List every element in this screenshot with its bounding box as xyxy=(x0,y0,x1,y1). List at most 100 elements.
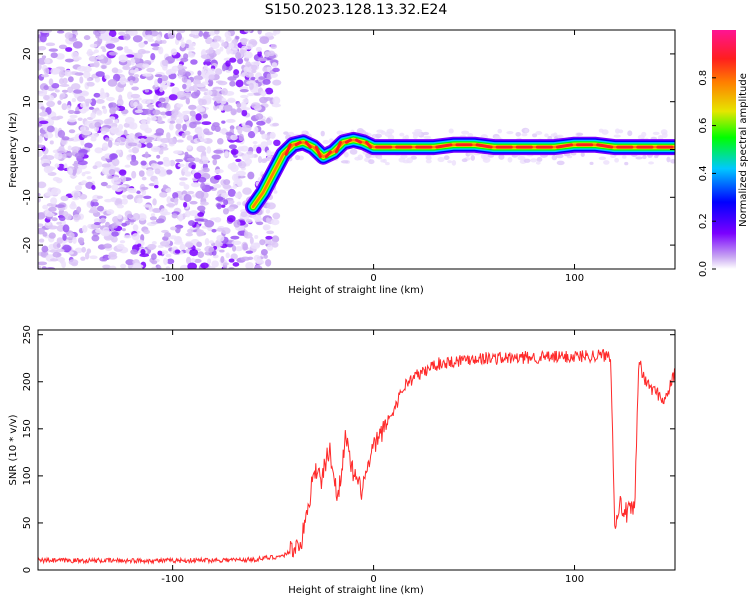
noise-blob xyxy=(85,101,90,107)
noise-blob xyxy=(236,102,242,108)
noise-blob xyxy=(94,121,102,128)
noise-blob xyxy=(230,253,238,260)
noise-blob xyxy=(143,229,150,235)
noise-blob xyxy=(179,177,188,181)
noise-blob xyxy=(226,199,235,205)
noise-blob xyxy=(624,161,629,166)
noise-blob xyxy=(88,209,98,214)
noise-blob xyxy=(260,141,269,148)
noise-blob xyxy=(425,159,432,164)
noise-blob xyxy=(190,258,196,262)
colorbar-tick-label: 0.4 xyxy=(698,165,709,181)
noise-blob xyxy=(301,130,307,134)
noise-blob xyxy=(93,49,99,54)
y-tick-label: 100 xyxy=(22,466,33,485)
noise-blob xyxy=(106,96,115,102)
noise-blob xyxy=(65,47,73,52)
noise-blob xyxy=(116,98,124,107)
noise-blob xyxy=(198,30,204,37)
noise-blob xyxy=(257,57,268,62)
noise-blob xyxy=(44,212,55,217)
noise-blob xyxy=(251,69,257,74)
noise-blob xyxy=(255,113,264,120)
noise-blob xyxy=(197,70,202,76)
noise-blob xyxy=(138,170,145,177)
noise-blob xyxy=(77,160,88,166)
noise-blob xyxy=(119,76,127,85)
noise-blob xyxy=(652,131,660,135)
noise-blob xyxy=(78,193,88,200)
y-tick-label: 50 xyxy=(22,517,33,530)
noise-blob xyxy=(173,241,184,245)
noise-blob xyxy=(82,90,87,94)
noise-blob xyxy=(106,209,115,215)
noise-blob xyxy=(635,156,643,160)
snr-ylabel: SNR (10 * v/v) xyxy=(8,414,19,485)
noise-blob xyxy=(193,157,200,163)
noise-blob xyxy=(470,154,475,161)
noise-blob xyxy=(220,204,226,208)
noise-blob xyxy=(113,141,121,146)
noise-blob xyxy=(131,233,140,241)
noise-blob xyxy=(622,155,627,159)
noise-blob xyxy=(116,243,125,250)
noise-blob xyxy=(235,52,242,60)
noise-blob xyxy=(101,65,107,69)
noise-blob xyxy=(480,153,486,160)
noise-blob xyxy=(259,96,268,104)
x-tick-label: 0 xyxy=(370,273,376,284)
noise-blob xyxy=(260,90,267,97)
noise-blob xyxy=(226,206,235,212)
noise-blob xyxy=(111,177,122,185)
noise-blob xyxy=(214,68,223,75)
noise-blob xyxy=(109,107,116,115)
noise-blob xyxy=(223,179,231,185)
noise-blob xyxy=(90,112,96,119)
noise-blob xyxy=(79,76,84,84)
noise-blob xyxy=(248,82,254,90)
noise-blob xyxy=(54,163,60,168)
noise-blob xyxy=(205,37,213,45)
noise-blob xyxy=(157,115,163,123)
noise-blob xyxy=(108,102,117,108)
noise-blob xyxy=(38,135,43,144)
noise-blob xyxy=(165,188,172,193)
noise-blob xyxy=(56,237,64,244)
snr-axes: -100 0 100 0 50 100 150 200 250 xyxy=(22,325,675,585)
noise-blob xyxy=(214,217,222,223)
noise-blob xyxy=(184,242,194,248)
noise-blob xyxy=(141,98,152,105)
noise-blob xyxy=(262,224,271,231)
noise-blob xyxy=(266,149,272,158)
noise-blob xyxy=(246,80,256,85)
noise-blob xyxy=(38,265,42,269)
noise-blob xyxy=(67,167,73,176)
noise-blob xyxy=(234,192,243,199)
noise-blob xyxy=(451,160,457,166)
noise-blob xyxy=(239,86,249,91)
noise-blob xyxy=(166,169,173,175)
noise-blob xyxy=(241,124,252,133)
noise-blob xyxy=(46,100,55,108)
noise-blob xyxy=(258,76,266,80)
noise-blob xyxy=(66,104,72,111)
noise-blob xyxy=(76,95,86,102)
noise-blob xyxy=(116,136,127,143)
noise-blob xyxy=(150,146,161,153)
noise-blob xyxy=(96,110,103,116)
noise-blob xyxy=(206,146,212,154)
noise-blob xyxy=(199,88,209,92)
noise-blob xyxy=(521,132,528,137)
noise-blob xyxy=(273,139,281,147)
noise-blob xyxy=(188,104,197,110)
noise-blob xyxy=(201,71,210,78)
noise-blob xyxy=(146,142,153,149)
noise-blob xyxy=(157,265,162,269)
noise-blob xyxy=(240,94,249,99)
noise-blob xyxy=(175,123,182,130)
noise-blob xyxy=(69,203,77,210)
noise-blob xyxy=(259,36,270,45)
noise-blob xyxy=(212,184,222,189)
noise-blob xyxy=(641,131,647,137)
